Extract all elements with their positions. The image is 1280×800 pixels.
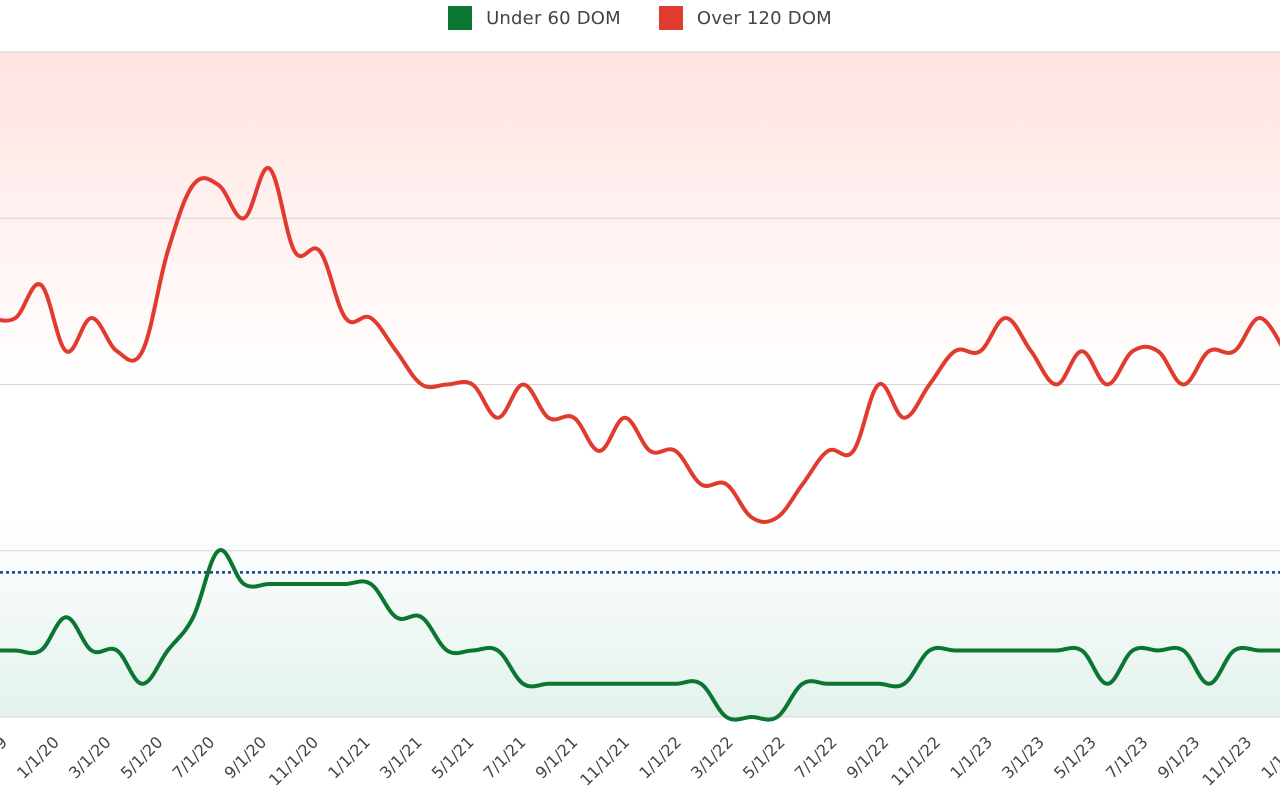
x-tick-label: 3/1/20 bbox=[65, 733, 115, 783]
x-tick-label: 1/1/24 bbox=[1257, 733, 1280, 783]
legend-swatch-over-120 bbox=[658, 6, 683, 30]
x-tick-label: 1/1/22 bbox=[635, 733, 685, 783]
x-tick-label: 5/1/22 bbox=[739, 733, 789, 783]
x-tick-label: 7/1/20 bbox=[169, 733, 219, 783]
x-tick-label: 9/1/23 bbox=[1154, 733, 1204, 783]
x-tick-label: 7/1/21 bbox=[480, 733, 530, 783]
x-tick-label: 9/1/21 bbox=[532, 733, 582, 783]
x-tick-label: 9/1/22 bbox=[843, 733, 893, 783]
x-tick-label: 7/1/23 bbox=[1102, 733, 1152, 783]
x-tick-label: 11/1/20 bbox=[265, 733, 322, 790]
legend-item-over-120[interactable]: Over 120 DOM bbox=[658, 6, 832, 30]
x-tick-label: 11/1/22 bbox=[887, 733, 944, 790]
x-tick-label: 1/1/23 bbox=[946, 733, 996, 783]
x-tick-label: 9/1/20 bbox=[220, 733, 270, 783]
x-tick-label: 1/1/20 bbox=[13, 733, 63, 783]
x-tick-label: 5/1/20 bbox=[117, 733, 167, 783]
x-tick-label: 3/1/23 bbox=[998, 733, 1048, 783]
legend-item-under-60[interactable]: Under 60 DOM bbox=[448, 6, 621, 30]
series-line-over-120-dom bbox=[0, 166, 1280, 524]
gridlines bbox=[0, 51, 1280, 718]
x-tick-label: 3/1/22 bbox=[687, 733, 737, 783]
chart-legend: Under 60 DOM Over 120 DOM bbox=[0, 4, 1280, 32]
x-tick-label: 1/1/21 bbox=[324, 733, 374, 783]
x-tick-label: 11/1/23 bbox=[1198, 733, 1255, 790]
x-tick-label: 7/1/22 bbox=[791, 733, 841, 783]
x-tick-label: 3/1/21 bbox=[376, 733, 426, 783]
x-tick-label: 11/1/19 bbox=[0, 733, 11, 790]
legend-label-under-60: Under 60 DOM bbox=[486, 7, 621, 29]
series-line-under-60-dom bbox=[0, 548, 1280, 722]
x-axis-ticks: 11/1/19 1/1/20 3/1/20 5/1/20 7/1/20 9/1/2011/… bbox=[0, 733, 1280, 790]
series-lines bbox=[0, 166, 1280, 722]
x-tick-label: 5/1/23 bbox=[1050, 733, 1100, 783]
x-tick-label: 5/1/21 bbox=[428, 733, 478, 783]
x-tick-label: 11/1/21 bbox=[576, 733, 633, 790]
legend-label-over-120: Over 120 DOM bbox=[696, 7, 832, 29]
legend-swatch-under-60 bbox=[448, 6, 473, 30]
